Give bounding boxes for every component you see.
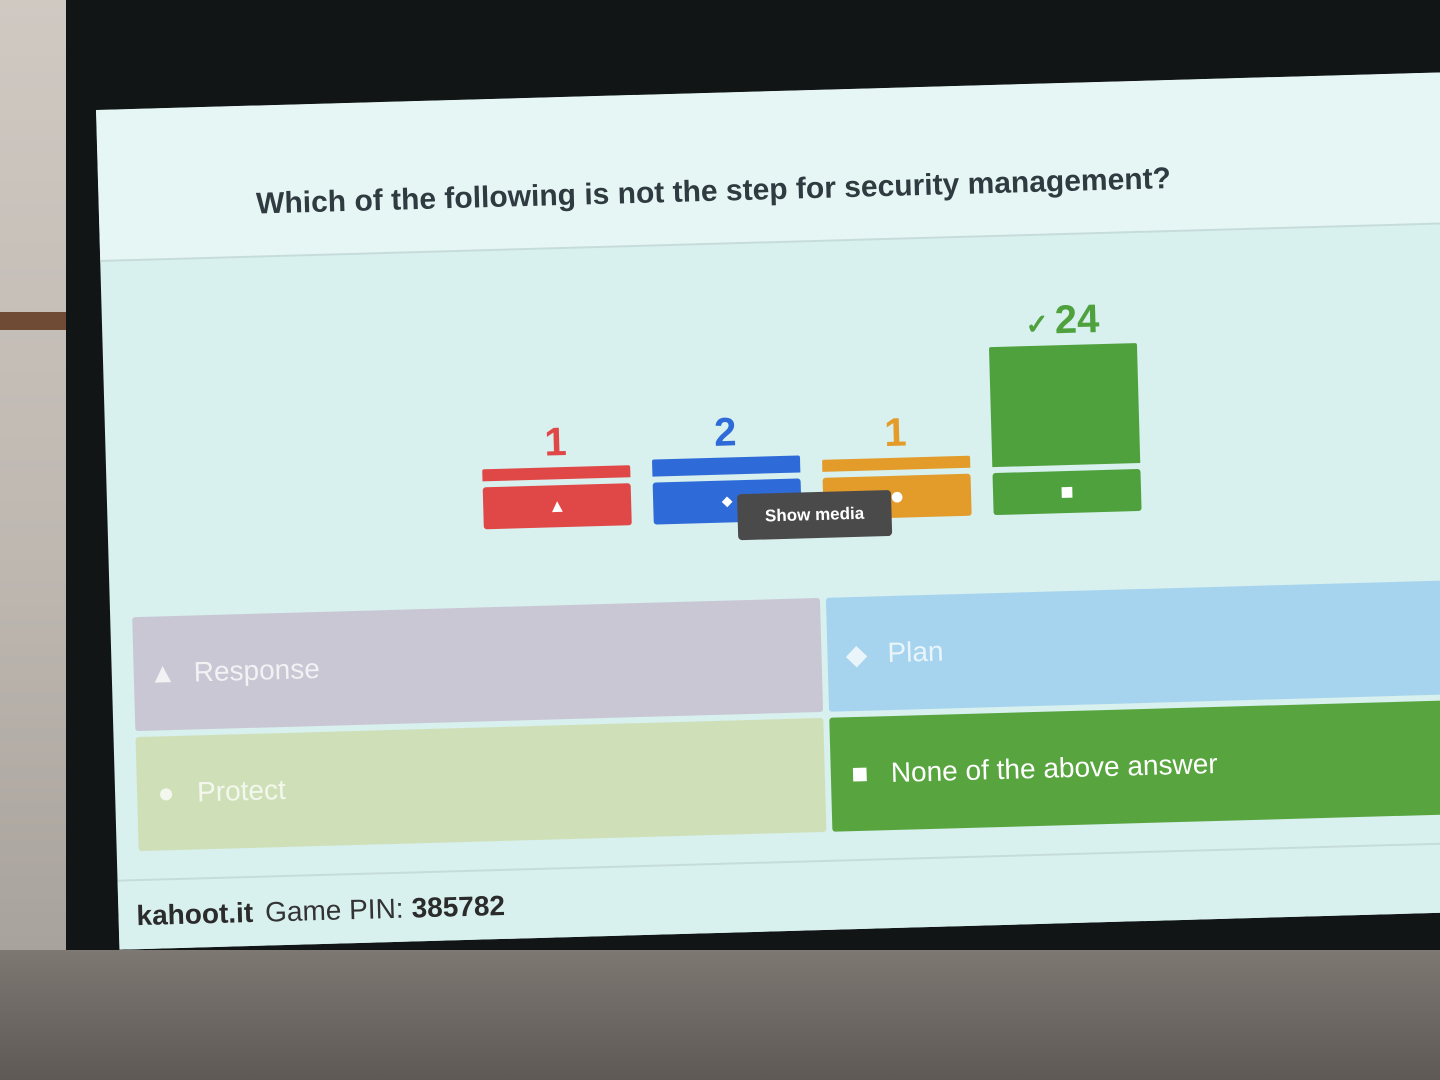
game-pin: 385782	[411, 890, 505, 925]
bar-count-protect: 1	[821, 409, 970, 458]
diamond-icon: ◆	[722, 493, 733, 509]
room-floor	[0, 950, 1440, 1080]
answer-label-protect: Protect	[197, 774, 287, 808]
answer-plan: ◆ Plan	[826, 579, 1440, 711]
bar-fill-protect	[822, 456, 970, 472]
bar-response: 1 ▲	[481, 415, 632, 529]
square-icon: ■	[1060, 484, 1074, 500]
bar-count-none: ✓24	[988, 296, 1137, 345]
answer-options: ▲ Response ◆ Plan ● Protect ■ None of th…	[132, 579, 1440, 857]
answer-none-of-the-above: ■ None of the above answer	[829, 699, 1440, 831]
bar-fill-plan	[652, 456, 800, 477]
bar-fill-response	[482, 465, 630, 481]
game-pin-label: Game PIN:	[265, 893, 404, 929]
bar-fill-none	[989, 343, 1140, 467]
circle-icon: ●	[891, 489, 904, 505]
answer-label-response: Response	[193, 653, 320, 689]
diamond-icon: ◆	[841, 639, 872, 670]
show-media-button[interactable]: Show media	[737, 490, 892, 540]
wall-trim	[0, 312, 76, 330]
bar-count-plan: 2	[651, 409, 800, 458]
triangle-icon: ▲	[552, 498, 563, 514]
correct-count: 24	[1054, 297, 1100, 342]
answer-label-none: None of the above answer	[890, 748, 1218, 789]
answer-label-plan: Plan	[887, 636, 944, 670]
check-icon: ✓	[1025, 308, 1049, 340]
bar-base-none: ■	[992, 469, 1141, 515]
answer-response: ▲ Response	[132, 598, 823, 731]
square-icon: ■	[844, 759, 875, 790]
kahoot-results-screen: Which of the following is not the step f…	[96, 71, 1440, 949]
answer-protect: ● Protect	[136, 718, 827, 851]
triangle-icon: ▲	[147, 658, 178, 689]
answer-results-chart: 1 ▲ 2 ◆ 1 ● ✓24	[477, 270, 1163, 529]
circle-icon: ●	[151, 778, 182, 809]
room-wall	[0, 0, 76, 960]
bar-base-response: ▲	[483, 483, 632, 529]
bar-none-of-the-above: ✓24 ■	[988, 293, 1142, 515]
kahoot-brand: kahoot.it	[136, 897, 254, 932]
question-text: Which of the following is not the step f…	[98, 158, 1328, 226]
bar-count-response: 1	[481, 418, 630, 467]
